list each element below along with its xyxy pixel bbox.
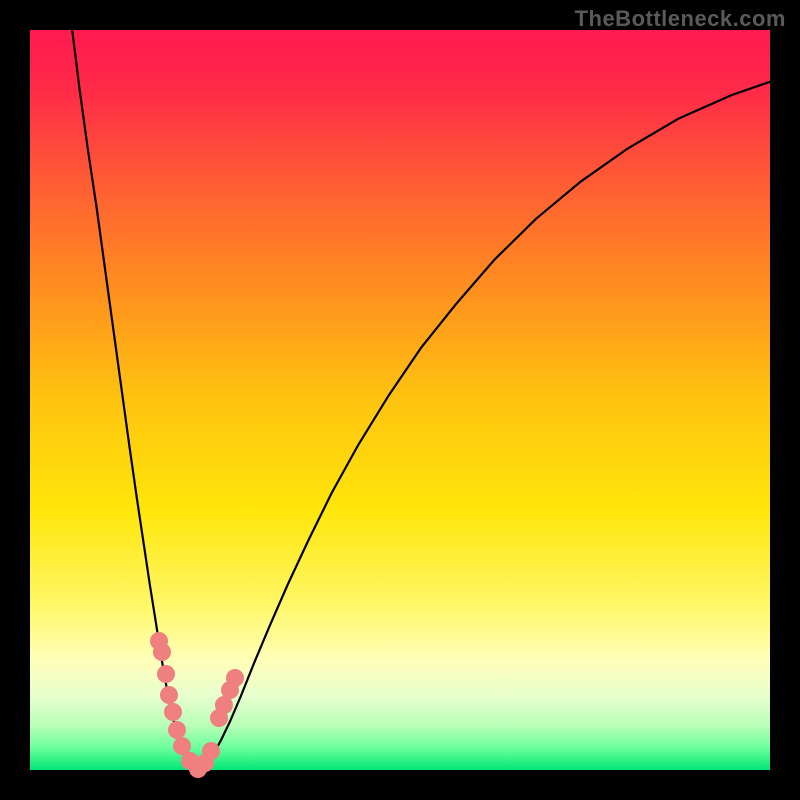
marker-layer bbox=[30, 30, 770, 770]
canvas-frame: TheBottleneck.com bbox=[0, 0, 800, 800]
data-marker bbox=[153, 643, 171, 661]
data-marker bbox=[157, 665, 175, 683]
data-marker bbox=[160, 686, 178, 704]
data-marker bbox=[226, 669, 244, 687]
data-marker bbox=[202, 742, 220, 760]
plot-area bbox=[30, 30, 770, 770]
watermark-text: TheBottleneck.com bbox=[575, 6, 786, 32]
data-marker bbox=[168, 721, 186, 739]
data-marker bbox=[164, 703, 182, 721]
